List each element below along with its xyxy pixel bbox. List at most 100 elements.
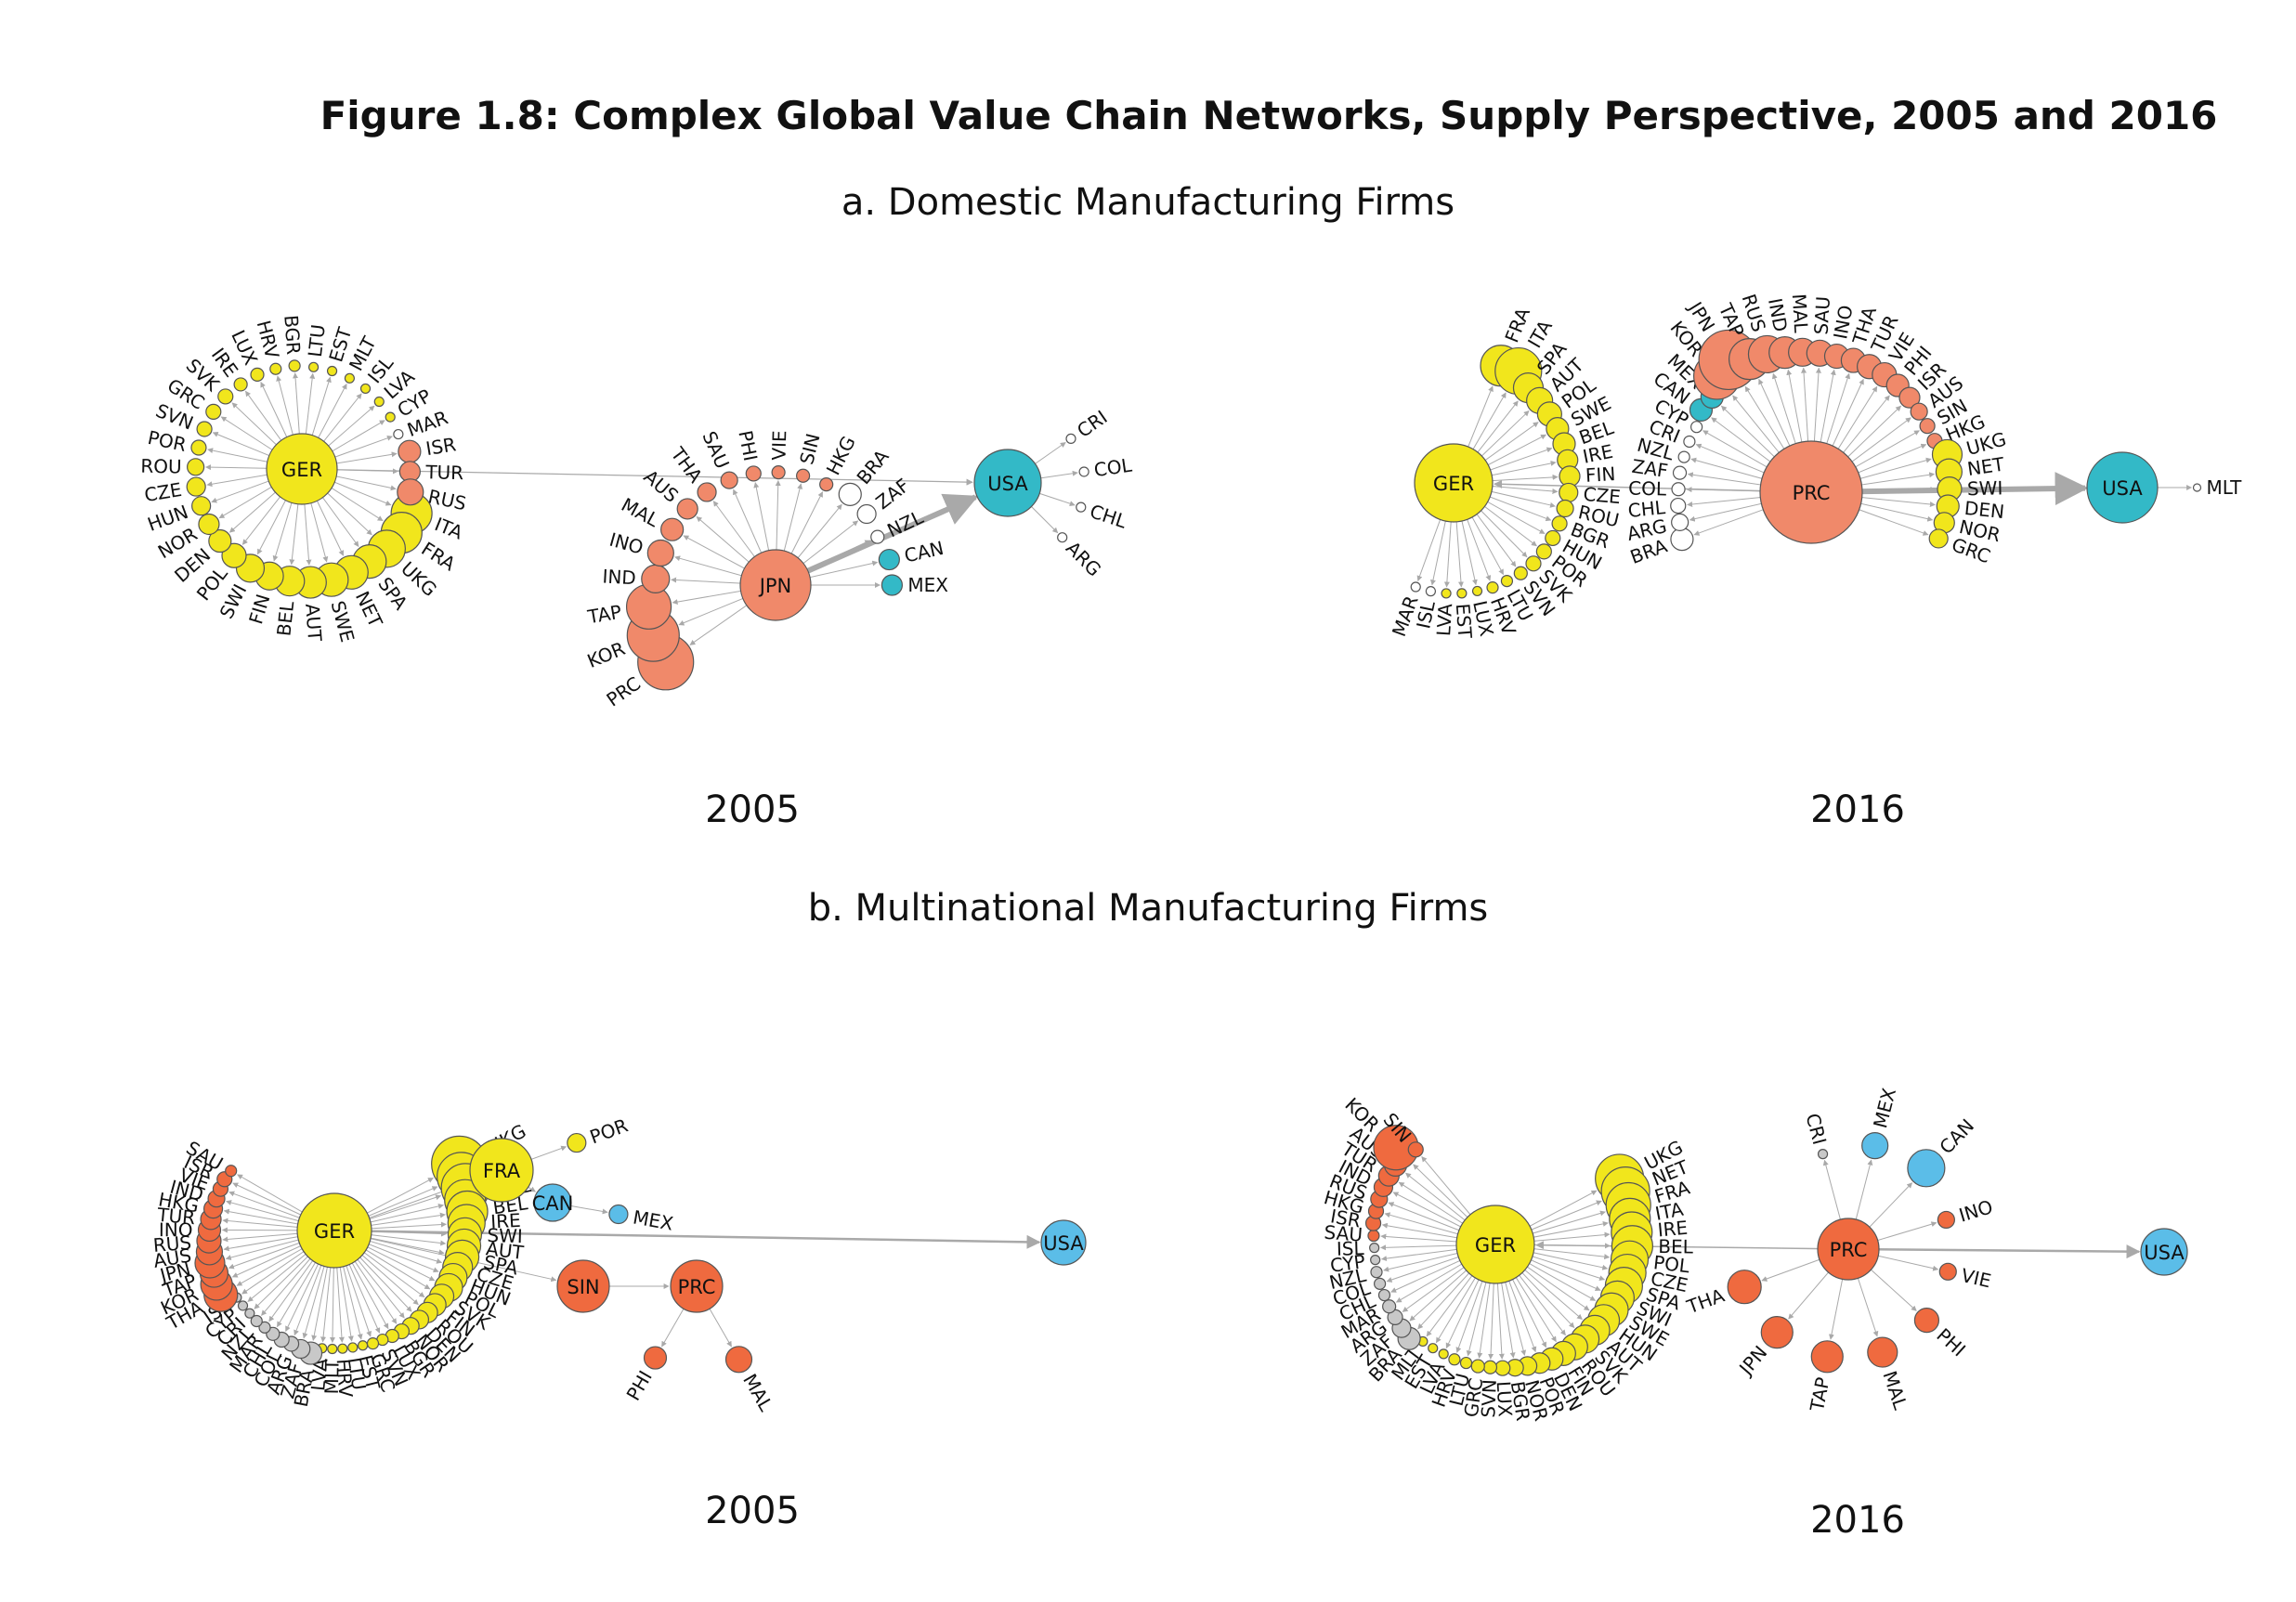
a2016-node-bgr (1551, 515, 1568, 532)
b2016-year-label: 2016 (1810, 1499, 1905, 1542)
b2016-label-isr: ISR (1329, 1205, 1363, 1231)
a2005-label-kor: KOR (584, 637, 629, 672)
b2016-hub-label-ger: GER (1475, 1234, 1516, 1257)
a2005-node-hrv (269, 362, 282, 375)
a2005-node-ino (646, 539, 674, 567)
a2005-node-mar (393, 428, 404, 440)
a2005-label-sin: SIN (795, 431, 824, 466)
a2016-node-svk (1525, 555, 1542, 572)
a2005-node-pol (221, 542, 247, 568)
b2016-label-kor: KOR (1340, 1093, 1384, 1136)
a2005-hub-label-usa: USA (987, 473, 1028, 495)
a2016-node-rou (1556, 499, 1574, 518)
b2016-node-cri (1817, 1149, 1829, 1160)
b2016-label-tap: TAP (1806, 1375, 1834, 1413)
a2016-label-chl: CHL (1627, 496, 1667, 522)
b2016-node-phi (1913, 1308, 1940, 1334)
b2005-node-mal (724, 1346, 753, 1374)
a2016-node-bra (1670, 527, 1694, 552)
b2005-node-est (357, 1340, 369, 1351)
b2005-hub-usa (1040, 1219, 1087, 1266)
a2016-node-isl (1425, 586, 1437, 597)
a2005-label-rou: ROU (140, 455, 182, 478)
b2016-label-svn: SVN (1477, 1379, 1501, 1418)
b2016-node-lux (1494, 1360, 1511, 1376)
b2005-node-nzl (250, 1314, 263, 1328)
a2016-node-mar (1410, 581, 1421, 593)
a2005-node-ind (641, 564, 671, 593)
a2016-label-cze: CZE (1583, 483, 1622, 508)
a2016-label-est: EST (1452, 603, 1477, 640)
a2005-label-sau: SAU (698, 428, 734, 473)
b2016-hub-label-usa: USA (2144, 1242, 2185, 1264)
a2005-node-isl (359, 383, 372, 395)
a2005-node-can (878, 548, 900, 571)
b2016-node-svn (1482, 1360, 1498, 1374)
b2005-label-ire: IRE (490, 1209, 522, 1233)
a2016-node-grc (1928, 528, 1949, 549)
a2005-node-sin (796, 468, 811, 483)
b2016-label-pol: POL (1652, 1251, 1691, 1277)
b2005-hub-fra (469, 1138, 534, 1203)
a2005-label-cri: CRI (1073, 406, 1111, 442)
b2016-label-mal: MAL (1878, 1368, 1911, 1413)
a2016-label-col: COL (1628, 477, 1667, 501)
a2016-node-est (1456, 588, 1468, 599)
a2005-node-hkg (819, 477, 834, 492)
b2016-label-phi: PHI (1932, 1323, 1970, 1361)
b2016-node-mex (1861, 1132, 1889, 1160)
a2016-hub-ger (1414, 443, 1494, 523)
a2005-label-col: COL (1092, 453, 1134, 481)
b2005-label-mlt: MLT (320, 1359, 344, 1395)
b2016-node-nzl (1370, 1266, 1383, 1279)
a2016-node-nzl (1677, 450, 1690, 463)
b2005-label-aut: AUT (485, 1237, 526, 1264)
a2005-node-nor (198, 513, 220, 536)
b2016-hub-usa (2140, 1228, 2188, 1276)
a2005-label-fin: FIN (244, 592, 274, 627)
a2016-label-fin: FIN (1585, 462, 1616, 487)
a2016-label-mal: MAL (1788, 293, 1813, 334)
a2016-label-net: NET (1965, 452, 2006, 480)
b2016-label-ino: INO (1956, 1195, 1995, 1226)
b2016-node-chl (1377, 1288, 1391, 1302)
a2005-label-bgr: BGR (280, 314, 305, 355)
b2016-label-isl: ISL (1337, 1237, 1365, 1260)
a2016-year-label: 2016 (1810, 788, 1905, 831)
a2005-year-label: 2005 (705, 788, 800, 831)
a2016-node-sin (1919, 418, 1936, 435)
a2005-hub-label-jpn: JPN (758, 575, 792, 597)
b2016-node-vie (1938, 1262, 1957, 1281)
b2016-label-bel: BEL (1658, 1235, 1694, 1257)
a2005-node-col (1078, 466, 1089, 477)
a2005-node-ltu (307, 361, 320, 372)
b2005-label-swi: SWI (487, 1224, 523, 1247)
a2005-node-phi (745, 465, 762, 482)
a2005-node-grc (205, 403, 222, 420)
a2005-node-por (190, 439, 207, 456)
a2005-node-lux (250, 367, 265, 382)
b2016-node-isl (1369, 1243, 1380, 1254)
a2005-node-hun (191, 496, 212, 516)
a2005-node-mex (881, 574, 904, 596)
b2005-edge (333, 1229, 1041, 1249)
b2016-node-can (1907, 1149, 1946, 1188)
b2016-node-tha (1727, 1270, 1762, 1305)
b2005-hub-label-ger: GER (314, 1220, 355, 1243)
a2005-node-bra (838, 482, 862, 506)
a2005-label-can: CAN (902, 537, 946, 567)
a2016-node-hrv (1486, 581, 1499, 594)
b2005-node-sau (225, 1165, 238, 1178)
b2016-node-col (1374, 1277, 1387, 1290)
a2005-node-rou (187, 458, 205, 476)
a2005-node-cri (1065, 433, 1076, 444)
a2005-label-tur: TUR (424, 461, 463, 484)
a2005-label-ltu: LTU (304, 323, 330, 358)
b2016-label-ire: IRE (1657, 1217, 1689, 1242)
a2005-label-prc: PRC (602, 672, 645, 711)
a2005-label-tap: TAP (585, 601, 623, 629)
b2005-node-ltu (347, 1342, 359, 1353)
b2016-label-cri: CRI (1801, 1111, 1831, 1147)
a2005-label-bra: BRA (852, 445, 893, 488)
b2005-label-ino: INO (159, 1218, 193, 1241)
